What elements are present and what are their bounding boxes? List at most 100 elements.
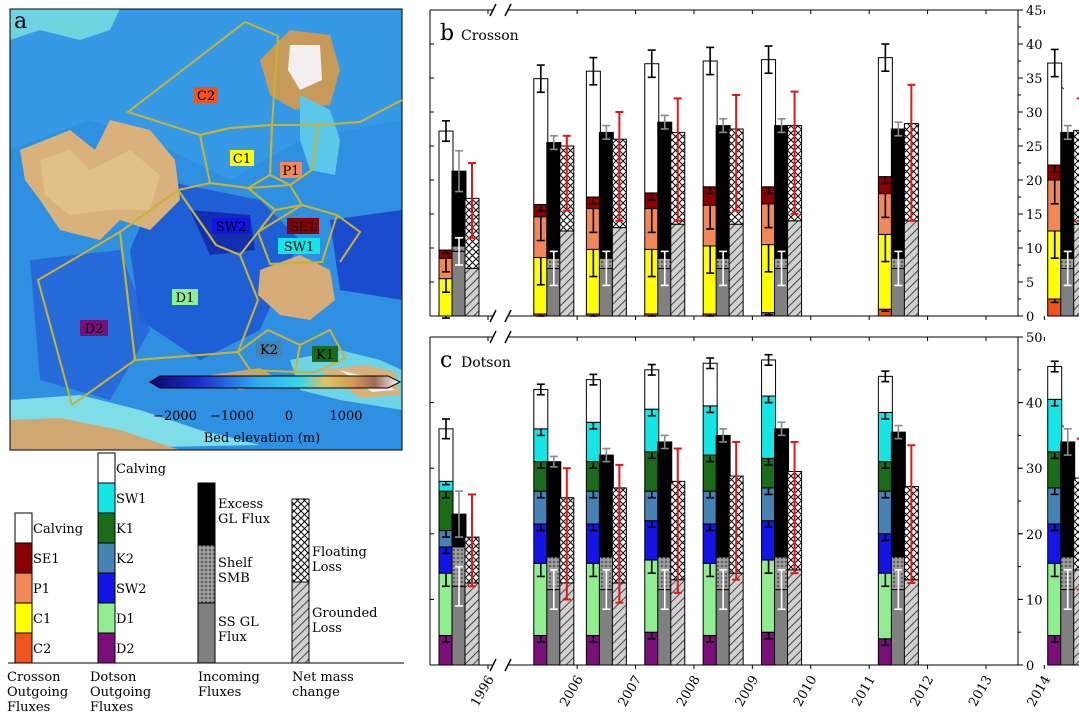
panel-title: Dotson <box>461 355 511 371</box>
legend-incoming: Excess GL Flux Shelf SMB SS GL Flux Incomin… <box>198 483 271 700</box>
legend-swatch-calving <box>98 453 115 483</box>
x-tick-label: 2006 <box>557 673 587 709</box>
colorbar-tick: −2000 <box>153 409 197 424</box>
legend-swatch-k1 <box>98 513 115 543</box>
legend-label-sw1: SW1 <box>116 492 147 507</box>
colorbar-tick: −1000 <box>210 409 254 424</box>
bar-segment-calving-2008 <box>645 64 659 193</box>
region-label-p1: P1 <box>282 164 299 179</box>
y-tick-label: 30 <box>1026 462 1043 477</box>
legend-label-p1: P1 <box>33 582 50 597</box>
legend-label-d1: D1 <box>116 612 135 627</box>
y-tick-label: 45 <box>1026 4 1043 19</box>
y-tick-label: 15 <box>1026 208 1043 223</box>
bar-grounded-loss-2010 <box>788 570 802 665</box>
legend-label-c1: C1 <box>33 612 51 627</box>
bar-floating-loss-2015 <box>1074 478 1079 570</box>
legend-caption-line: Dotson <box>90 670 137 685</box>
region-label-c2: C2 <box>197 89 215 104</box>
region-label-sw1: SW1 <box>284 240 315 255</box>
region-label-d1: D1 <box>176 291 195 306</box>
bar-excess-gl-flux-2007 <box>599 132 613 258</box>
bar-excess-gl-flux-2009 <box>716 435 730 556</box>
bar-segment-calving-2009 <box>703 61 717 187</box>
x-tick-label: 2014 <box>1025 673 1055 709</box>
y-tick-label: 10 <box>1026 593 1043 608</box>
legend-net-mass: Floating Loss Grounded Loss Net mass change <box>292 499 378 700</box>
legend-label-calving: Calving <box>33 522 83 537</box>
legend-label-shelf-smb: Shelf SMB <box>218 556 253 586</box>
bar-excess-gl-flux-2007 <box>599 455 613 557</box>
legend-swatch-c2 <box>15 633 32 663</box>
bar-segment-calving-2015 <box>1048 63 1062 165</box>
bar-segment-calving-1996 <box>439 131 453 250</box>
bar-floating-loss-2015 <box>1074 130 1079 224</box>
legend-swatch-excess-gl-flux <box>198 483 215 545</box>
y-tick-label: 30 <box>1026 106 1043 121</box>
panel-letter: c <box>440 348 452 373</box>
map-panel: a C2 C1 P1 SE1 SW2 SW1 D1 D2 K2 K1 −2000… <box>10 9 402 450</box>
legend-swatch-p1 <box>15 573 32 603</box>
legend-swatch-c1 <box>15 603 32 633</box>
y-tick-label: 50 <box>1026 331 1043 346</box>
bar-excess-gl-flux-2012 <box>891 432 905 557</box>
legend-swatch-sw1 <box>98 483 115 513</box>
bar-excess-gl-flux-2012 <box>891 129 905 258</box>
legend-label-c2: C2 <box>33 642 51 657</box>
bar-grounded-loss-2006 <box>560 231 574 316</box>
legend-swatch-se1 <box>15 543 32 573</box>
bar-segment-calving-2007 <box>586 71 600 197</box>
legend-label-sw2: SW2 <box>116 582 147 597</box>
colorbar-label: Bed elevation (m) <box>204 431 321 446</box>
x-tick-label: 2010 <box>791 673 821 709</box>
region-label-sw2: SW2 <box>216 220 247 235</box>
bar-segment-calving-2012 <box>878 58 892 177</box>
panel-letter: b <box>440 21 454 46</box>
legend-swatch-sw2 <box>98 573 115 603</box>
bar-segment-calving-2007 <box>586 380 600 423</box>
legend-label-calving: Calving <box>116 462 166 477</box>
bar-excess-gl-flux-2008 <box>658 442 672 557</box>
x-tick-label: 2011 <box>849 673 879 709</box>
legend-dotson-outgoing: CalvingSW1K1K2SW2D1D2DotsonOutgoingFluxe… <box>90 453 166 715</box>
bar-excess-gl-flux-2010 <box>775 429 789 557</box>
legend-label-excess-gl-flux: Excess GL Flux <box>218 497 271 527</box>
x-tick-label: 2008 <box>674 673 704 709</box>
legend-label-k1: K1 <box>116 522 134 537</box>
legend-label-se1: SE1 <box>33 552 60 567</box>
legend-label-grounded-loss: Grounded Loss <box>312 606 378 636</box>
legend-caption-line: Fluxes <box>90 700 133 715</box>
legend-caption-line: Crosson <box>7 670 61 685</box>
legend-label-d2: D2 <box>116 642 135 657</box>
legend-swatch-ss-gl-flux <box>198 603 215 663</box>
y-tick-label: 0 <box>1026 659 1034 674</box>
bar-segment-sw1-2010 <box>762 396 776 458</box>
legend-label-floating-loss: Floating Loss <box>312 545 367 575</box>
bar-grounded-loss-2009 <box>729 573 743 665</box>
bar-grounded-loss-2010 <box>788 221 802 316</box>
legend-swatch-floating-loss <box>292 499 309 582</box>
x-tick-label: 2007 <box>616 673 646 709</box>
x-tick-label: 2009 <box>733 673 763 709</box>
bar-grounded-loss-2012 <box>904 580 918 665</box>
y-tick-label: 20 <box>1026 174 1043 189</box>
legend-label-ss-gl-flux: SS GL Flux <box>218 615 259 645</box>
legend-swatch-shelf-smb <box>198 545 215 603</box>
bar-grounded-loss-2009 <box>729 224 743 316</box>
y-tick-label: 10 <box>1026 242 1043 257</box>
bar-segment-calving-2010 <box>762 60 776 187</box>
bar-segment-sw1-2015 <box>1048 399 1062 451</box>
bar-grounded-loss-2015 <box>1074 570 1079 665</box>
bar-segment-calving-2006 <box>534 79 548 205</box>
region-label-k2: K2 <box>260 343 278 358</box>
bar-excess-gl-flux-2006 <box>547 462 561 557</box>
x-tick-label: 2012 <box>908 673 938 709</box>
y-tick-label: 40 <box>1026 397 1043 412</box>
region-label-k1: K1 <box>316 348 334 363</box>
bar-excess-gl-flux-2008 <box>658 122 672 258</box>
colorbar-tick: 0 <box>285 409 293 424</box>
bar-grounded-loss-1996 <box>465 583 479 665</box>
